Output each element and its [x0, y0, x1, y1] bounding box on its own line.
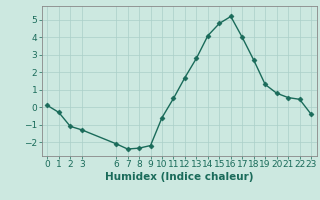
X-axis label: Humidex (Indice chaleur): Humidex (Indice chaleur): [105, 172, 253, 182]
